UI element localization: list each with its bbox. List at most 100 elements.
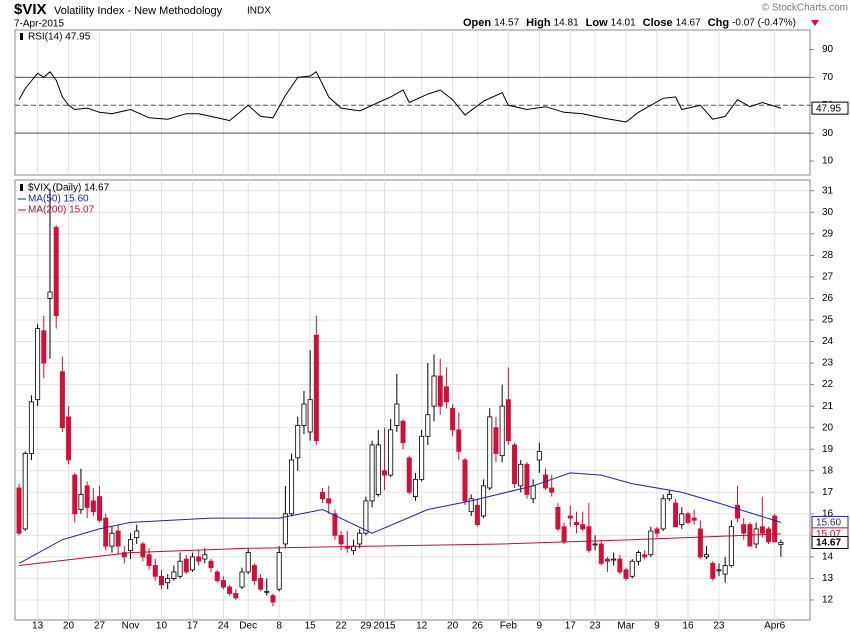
candle-body <box>666 494 672 500</box>
legend-entry: $VIX (Daily) 14.67 <box>28 183 110 194</box>
candle-body <box>251 565 257 581</box>
x-tick-label: 8 <box>276 621 282 632</box>
candle-body <box>53 226 59 317</box>
x-tick-label: 29 <box>360 621 372 632</box>
candle-body <box>759 526 765 534</box>
candle-body <box>623 569 629 579</box>
y-tick-label: 24 <box>822 336 834 347</box>
legend-entry: MA(200) 15.07 <box>28 205 95 216</box>
candle-body <box>425 414 431 437</box>
candle-body <box>363 500 369 534</box>
quote: Open 14.57 High 14.81 Low 14.01 Close 14.67 Chg -… <box>463 17 796 29</box>
candle-body <box>728 526 734 566</box>
quote-label: High <box>526 17 551 29</box>
candle-body <box>450 407 456 431</box>
candle-body <box>648 530 654 556</box>
candle-body <box>177 560 183 577</box>
x-tick-label: Nov <box>122 621 140 632</box>
candle-body <box>778 542 784 546</box>
candle-body <box>685 513 691 523</box>
candle-body <box>375 444 381 495</box>
y-tick-label: 90 <box>822 44 834 55</box>
y-tick-label: 17 <box>822 487 834 498</box>
candle-body <box>673 502 679 528</box>
candle-body <box>487 416 493 489</box>
x-tick-label: 17 <box>187 621 199 632</box>
candle-body <box>561 526 567 543</box>
candle-body <box>72 474 78 515</box>
candle-body <box>412 478 418 497</box>
candle-body <box>629 560 635 577</box>
series-line <box>18 472 782 564</box>
candle-body <box>642 554 648 558</box>
y-tick-label: 16 <box>822 508 834 519</box>
quote-value: 14.57 <box>494 18 519 29</box>
x-tick-label: 24 <box>218 621 230 632</box>
candle-body <box>28 401 34 454</box>
y-tick-label: 19 <box>822 444 834 455</box>
x-tick-label: Dec <box>239 621 257 632</box>
candle-body <box>282 513 288 545</box>
x-tick-label: 23 <box>590 621 602 632</box>
quote-value: 14.01 <box>611 18 636 29</box>
candle-body <box>152 565 158 577</box>
legend-icon <box>20 33 23 40</box>
candle-body <box>753 528 759 545</box>
series-line <box>18 71 782 123</box>
candle-body <box>16 487 22 534</box>
candle-body <box>158 575 164 586</box>
legend-entry: MA(50) 15.60 <box>28 194 89 205</box>
candle-body <box>22 453 28 530</box>
x-tick-label: 16 <box>682 621 694 632</box>
candle-body <box>128 539 134 551</box>
candle-body <box>518 463 524 487</box>
candle-body <box>289 459 295 515</box>
price-tag-label: 15.60 <box>816 518 841 529</box>
candle-body <box>90 500 96 513</box>
y-tick-label: 25 <box>822 315 834 326</box>
y-tick-label: 10 <box>822 156 834 167</box>
candle-body <box>326 498 332 504</box>
candle-body <box>109 532 115 547</box>
x-tick-label: Mar <box>617 621 635 632</box>
quote-label: Low <box>586 17 608 29</box>
x-tick-label: Apr6 <box>764 621 786 632</box>
y-tick-label: 21 <box>822 401 834 412</box>
candle-body <box>388 429 394 476</box>
candle-body <box>171 571 177 579</box>
candle-body <box>419 435 425 480</box>
legend-icon <box>20 184 23 191</box>
down-arrow <box>811 20 819 26</box>
candle-body <box>772 515 778 543</box>
candle-body <box>165 578 171 584</box>
candle-body <box>35 328 41 401</box>
candle-body <box>437 375 443 407</box>
candle-body <box>474 504 480 525</box>
y-tick-label: 30 <box>822 207 834 218</box>
candle-body <box>598 543 604 564</box>
candle-body <box>735 504 741 519</box>
symbol: $VIX <box>14 1 47 18</box>
candle-body <box>722 565 728 575</box>
candle-body <box>406 457 412 493</box>
instrument-name: Volatility Index - New Methodology <box>54 5 223 17</box>
candle-body <box>468 498 474 513</box>
exchange: INDX <box>247 6 271 17</box>
candle-body <box>66 416 72 461</box>
candle-body <box>530 485 536 500</box>
candle-body <box>381 470 387 476</box>
y-tick-label: 23 <box>822 358 834 369</box>
y-tick-label: 27 <box>822 272 834 283</box>
panel <box>14 29 811 176</box>
x-tick-label: Feb <box>500 621 518 632</box>
candle-body <box>456 429 462 452</box>
y-tick-label: 26 <box>822 293 834 304</box>
candle-body <box>220 580 226 588</box>
candle-body <box>555 506 561 530</box>
candle-body <box>134 530 140 538</box>
candle-body <box>103 517 109 547</box>
y-tick-label: 70 <box>822 72 834 83</box>
candle-body <box>617 558 623 573</box>
date: 7-Apr-2015 <box>14 19 64 30</box>
